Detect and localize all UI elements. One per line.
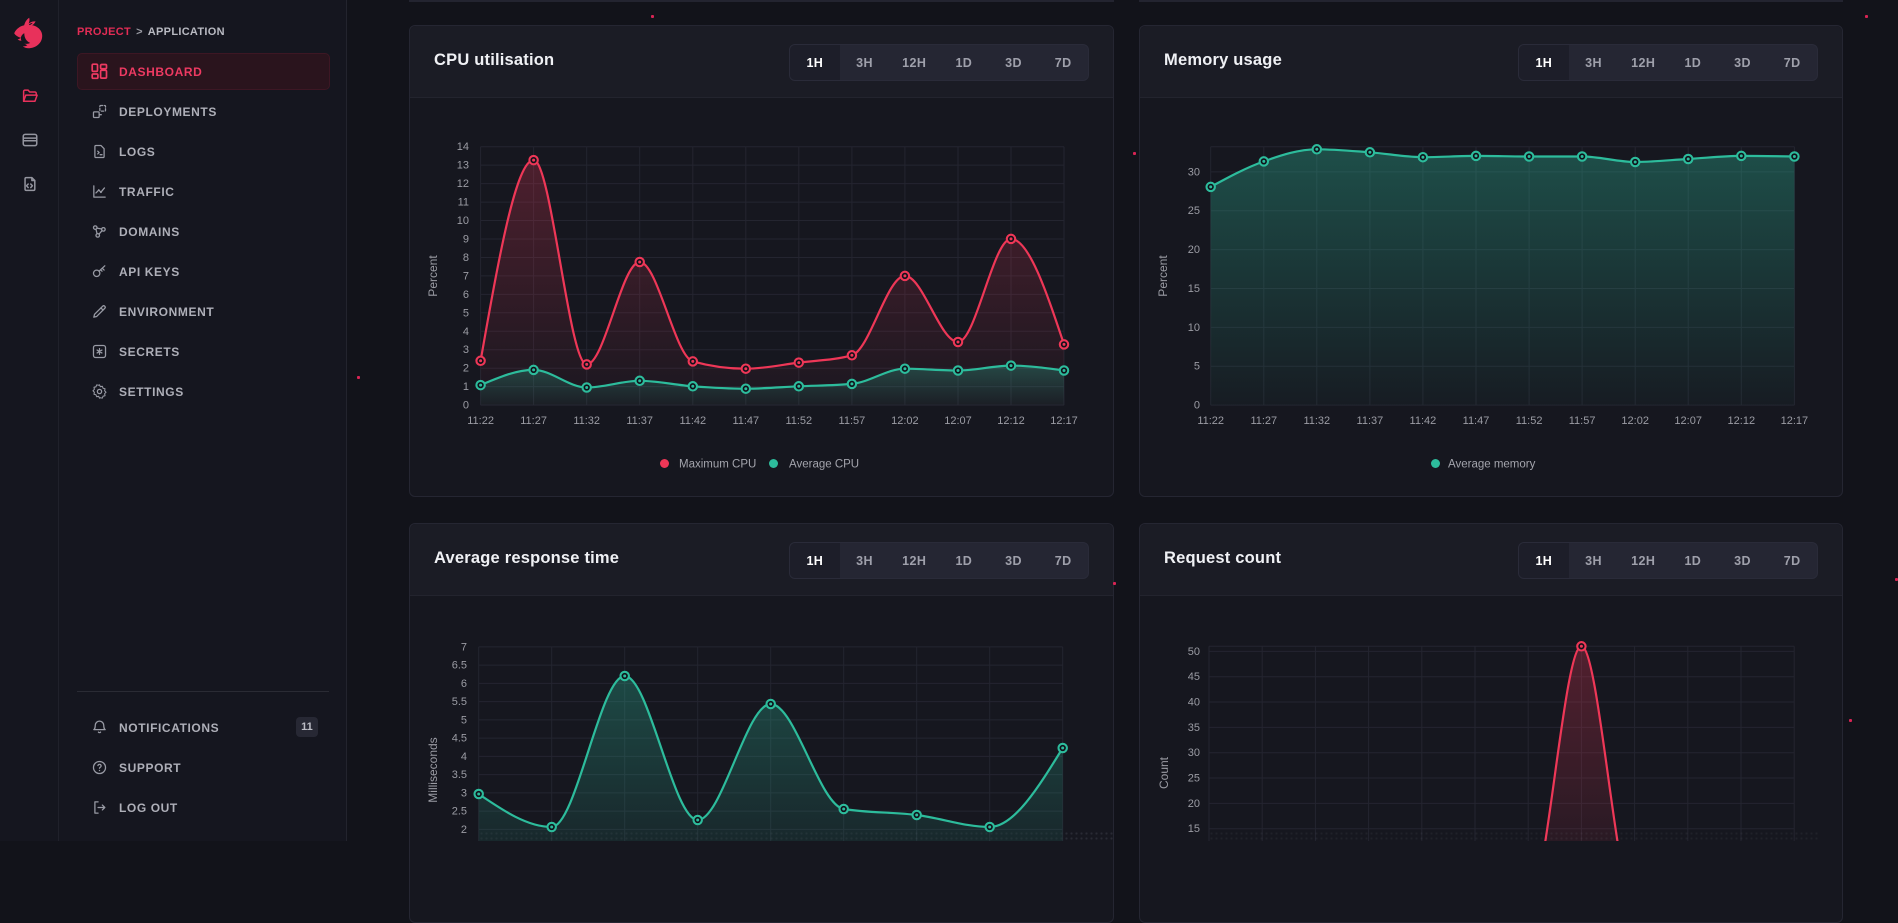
- svg-text:11:32: 11:32: [573, 415, 600, 427]
- svg-text:15: 15: [1188, 823, 1200, 835]
- svg-text:11:47: 11:47: [732, 415, 759, 427]
- svg-text:2: 2: [463, 363, 469, 375]
- svg-text:6.5: 6.5: [452, 660, 467, 672]
- svg-text:35: 35: [1188, 722, 1200, 734]
- svg-text:25: 25: [1188, 205, 1200, 217]
- svg-text:10: 10: [457, 215, 469, 227]
- svg-text:Count: Count: [1157, 756, 1171, 789]
- svg-text:Average memory: Average memory: [1448, 459, 1536, 471]
- svg-text:7: 7: [463, 270, 469, 282]
- svg-text:12:17: 12:17: [1050, 415, 1078, 427]
- svg-text:8: 8: [463, 252, 469, 264]
- svg-text:11:57: 11:57: [1569, 415, 1596, 427]
- svg-text:30: 30: [1188, 747, 1200, 759]
- svg-text:15: 15: [1188, 283, 1200, 295]
- svg-text:12:02: 12:02: [891, 415, 919, 427]
- svg-text:2.5: 2.5: [452, 806, 467, 818]
- svg-text:11:42: 11:42: [679, 415, 706, 427]
- svg-text:3.5: 3.5: [452, 769, 467, 781]
- svg-text:12: 12: [457, 178, 469, 190]
- svg-text:11:47: 11:47: [1463, 415, 1490, 427]
- svg-text:Percent: Percent: [426, 255, 440, 297]
- svg-text:4.5: 4.5: [452, 733, 467, 745]
- svg-text:11:37: 11:37: [626, 415, 653, 427]
- svg-text:11:52: 11:52: [785, 415, 812, 427]
- svg-text:1: 1: [463, 381, 469, 393]
- svg-text:5.5: 5.5: [452, 696, 467, 708]
- svg-text:11:27: 11:27: [520, 415, 547, 427]
- svg-text:11:57: 11:57: [839, 415, 866, 427]
- svg-text:11:52: 11:52: [1516, 415, 1543, 427]
- svg-text:11:22: 11:22: [1197, 415, 1224, 427]
- svg-text:45: 45: [1188, 671, 1200, 683]
- svg-text:11:32: 11:32: [1303, 415, 1330, 427]
- svg-text:7: 7: [461, 641, 467, 653]
- svg-text:9: 9: [463, 234, 469, 246]
- svg-text:Average CPU: Average CPU: [789, 459, 859, 471]
- svg-text:3: 3: [463, 344, 469, 356]
- svg-text:12:12: 12:12: [1728, 415, 1756, 427]
- svg-text:50: 50: [1188, 646, 1200, 658]
- svg-text:4: 4: [463, 326, 469, 338]
- svg-text:11:22: 11:22: [467, 415, 494, 427]
- svg-text:10: 10: [1188, 322, 1200, 334]
- svg-text:40: 40: [1188, 697, 1200, 709]
- svg-text:13: 13: [457, 160, 469, 172]
- svg-text:0: 0: [463, 400, 469, 412]
- svg-text:12:07: 12:07: [1674, 415, 1702, 427]
- svg-text:12:17: 12:17: [1781, 415, 1809, 427]
- svg-text:4: 4: [461, 751, 467, 763]
- svg-text:12:12: 12:12: [997, 415, 1025, 427]
- svg-text:2: 2: [461, 824, 467, 836]
- svg-text:12:02: 12:02: [1621, 415, 1649, 427]
- svg-text:5: 5: [1194, 361, 1200, 373]
- svg-text:5: 5: [463, 307, 469, 319]
- svg-text:11: 11: [458, 197, 469, 209]
- svg-text:0: 0: [1194, 400, 1200, 412]
- svg-text:11:42: 11:42: [1410, 415, 1437, 427]
- svg-text:Maximum CPU: Maximum CPU: [679, 459, 756, 471]
- svg-text:20: 20: [1188, 798, 1200, 810]
- svg-text:Milliseconds: Milliseconds: [426, 737, 440, 802]
- svg-text:6: 6: [463, 289, 469, 301]
- svg-text:11:37: 11:37: [1357, 415, 1384, 427]
- svg-text:6: 6: [461, 678, 467, 690]
- svg-text:5: 5: [461, 714, 467, 726]
- svg-text:3: 3: [461, 787, 467, 799]
- svg-text:25: 25: [1188, 773, 1200, 785]
- svg-text:20: 20: [1188, 244, 1200, 256]
- svg-text:30: 30: [1188, 166, 1200, 178]
- svg-text:11:27: 11:27: [1250, 415, 1277, 427]
- svg-text:14: 14: [457, 141, 469, 153]
- svg-text:12:07: 12:07: [944, 415, 972, 427]
- svg-text:Percent: Percent: [1156, 255, 1170, 297]
